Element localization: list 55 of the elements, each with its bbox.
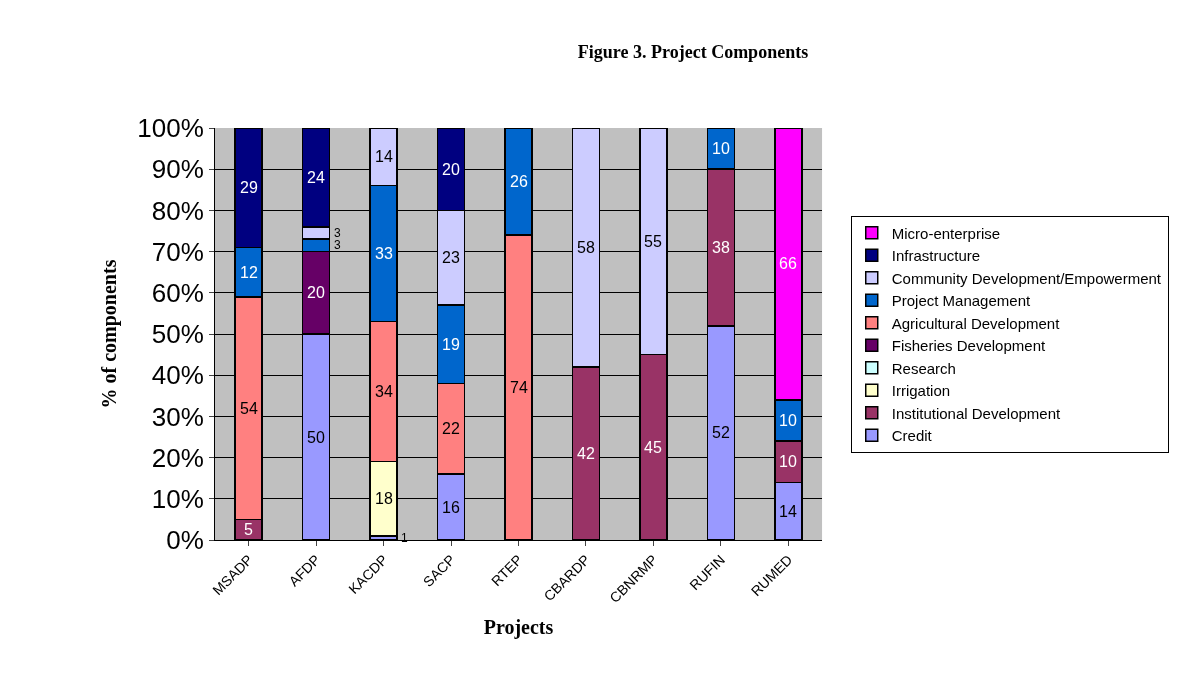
y-tick-label: 50% bbox=[151, 319, 204, 350]
data-label: 52 bbox=[712, 424, 730, 441]
data-label: 29 bbox=[240, 179, 258, 196]
legend-label: Research bbox=[891, 359, 956, 377]
y-tick-label: 40% bbox=[151, 360, 204, 391]
data-label: 23 bbox=[442, 249, 460, 266]
y-tick-label: 20% bbox=[151, 442, 204, 473]
x-axis-title: Projects bbox=[483, 616, 554, 640]
legend-label: Infrastructure bbox=[891, 247, 981, 265]
data-label: 55 bbox=[644, 233, 662, 250]
data-label: 38 bbox=[712, 239, 730, 256]
data-label: 54 bbox=[240, 400, 258, 417]
legend-label: Credit bbox=[891, 427, 933, 445]
data-label: 74 bbox=[510, 379, 528, 396]
data-label: 24 bbox=[307, 169, 325, 186]
y-tick-label: 10% bbox=[151, 483, 204, 514]
data-label: 42 bbox=[577, 445, 595, 462]
data-label: 34 bbox=[375, 383, 393, 400]
data-label: 3 bbox=[334, 238, 341, 252]
y-tick-label: 0% bbox=[166, 525, 204, 556]
legend-label: Irrigation bbox=[891, 382, 951, 400]
y-tick-label: 100% bbox=[137, 113, 204, 144]
y-axis-title: % of components bbox=[97, 259, 121, 409]
legend-label: Institutional Development bbox=[891, 404, 1061, 422]
legend-label: Project Management bbox=[891, 292, 1031, 310]
data-label: 66 bbox=[779, 255, 797, 272]
data-label: 45 bbox=[644, 439, 662, 456]
y-tick-label: 90% bbox=[151, 154, 204, 185]
legend-label: Micro-enterprise bbox=[891, 224, 1001, 242]
data-label: 20 bbox=[442, 161, 460, 178]
y-tick-label: 60% bbox=[151, 277, 204, 308]
data-label: 14 bbox=[375, 148, 393, 165]
data-label: 26 bbox=[510, 173, 528, 190]
data-label: 16 bbox=[442, 499, 460, 516]
data-label: 22 bbox=[442, 420, 460, 437]
data-label: 10 bbox=[712, 140, 730, 157]
legend-label: Community Development/Empowerment bbox=[891, 269, 1162, 287]
data-label: 10 bbox=[779, 412, 797, 429]
legend-label: Agricultural Development bbox=[891, 314, 1061, 332]
legend-label: Fisheries Development bbox=[891, 337, 1046, 355]
data-label: 58 bbox=[577, 239, 595, 256]
chart-title: Figure 3. Project Components bbox=[577, 42, 809, 63]
data-label: 20 bbox=[307, 284, 325, 301]
data-label: 14 bbox=[779, 503, 797, 520]
data-label: 5 bbox=[244, 521, 253, 538]
data-label: 12 bbox=[240, 264, 258, 281]
y-tick-label: 80% bbox=[151, 195, 204, 226]
data-label: 3 bbox=[334, 226, 341, 240]
data-label: 18 bbox=[375, 490, 393, 507]
data-label: 50 bbox=[307, 429, 325, 446]
data-label: 10 bbox=[779, 453, 797, 470]
y-tick-label: 70% bbox=[151, 236, 204, 267]
data-label: 19 bbox=[442, 336, 460, 353]
y-tick-label: 30% bbox=[151, 401, 204, 432]
data-label: 33 bbox=[375, 245, 393, 262]
